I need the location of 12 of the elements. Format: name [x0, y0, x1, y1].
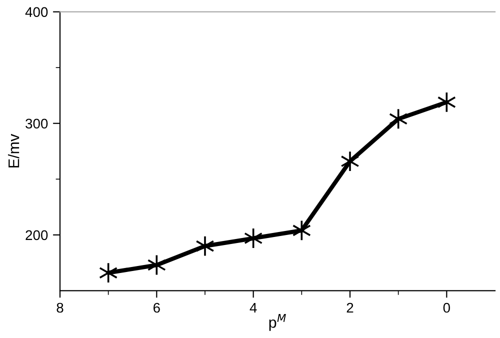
y-tick-label: 400 [25, 7, 48, 17]
x-tick-label: 2 [346, 302, 354, 313]
x-tick-label: 8 [56, 302, 64, 313]
y-tick-label: 200 [26, 230, 48, 240]
y-tick-label: 300 [26, 118, 48, 129]
x-axis-title: p$^{M}$ [269, 314, 286, 331]
point [340, 150, 360, 172]
y-axis-title: E/mv [8, 134, 20, 168]
x-tick-label: 0 [443, 302, 450, 313]
x-tick-label: 6 [154, 302, 160, 313]
point [196, 235, 214, 257]
x-tick-label: 4 [250, 302, 257, 313]
